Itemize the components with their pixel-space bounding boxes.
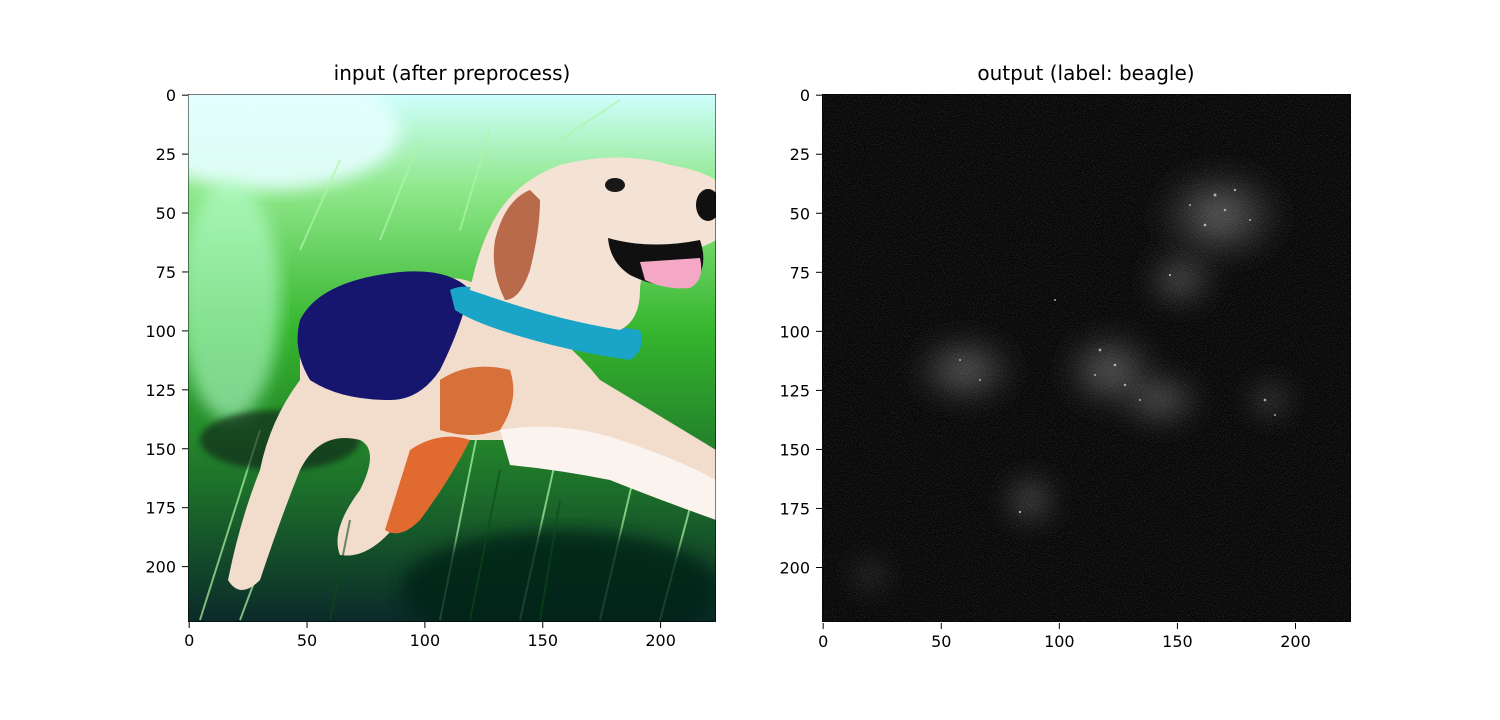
y-tick-label: 75 xyxy=(156,263,176,282)
axes-input: 0 50 100 150 200 0 25 50 75 100 125 150 175 200 xyxy=(145,86,675,650)
y-tick-label: 150 xyxy=(779,440,810,459)
y-tick-label: 100 xyxy=(779,322,810,341)
y-tick-label: 0 xyxy=(166,86,176,105)
y-tick-label: 25 xyxy=(156,145,176,164)
y-tick-label: 75 xyxy=(790,263,810,282)
x-tick-label: 50 xyxy=(931,632,951,651)
x-tick-label: 0 xyxy=(818,632,828,651)
y-tick-label: 200 xyxy=(779,559,810,578)
y-tick-label: 125 xyxy=(145,381,176,400)
x-tick-label: 100 xyxy=(410,631,441,650)
saliency-map xyxy=(822,94,1351,622)
panel-title-input: input (after preprocess) xyxy=(334,61,571,85)
x-tick-label: 50 xyxy=(297,631,317,650)
y-tick-label: 175 xyxy=(145,499,176,518)
x-tick-label: 200 xyxy=(645,631,676,650)
input-image xyxy=(188,94,716,622)
panel-input: input (after preprocess) xyxy=(145,61,716,650)
y-tick-label: 125 xyxy=(779,381,810,400)
y-tick-label: 100 xyxy=(145,322,176,341)
y-tick-label: 0 xyxy=(800,86,810,105)
y-tick-label: 50 xyxy=(790,204,810,223)
y-tick-label: 200 xyxy=(145,558,176,577)
x-tick-label: 200 xyxy=(1280,632,1311,651)
y-tick-label: 50 xyxy=(156,204,176,223)
x-tick-label: 150 xyxy=(527,631,558,650)
panel-output: output (label: beagle) xyxy=(779,61,1351,651)
panel-title-output: output (label: beagle) xyxy=(977,61,1194,85)
x-tick-label: 100 xyxy=(1044,632,1075,651)
x-tick-label: 0 xyxy=(184,631,194,650)
axes-output: 0 50 100 150 200 0 25 50 75 100 125 150 175 200 xyxy=(779,86,1310,651)
y-tick-label: 25 xyxy=(790,145,810,164)
y-tick-label: 175 xyxy=(779,499,810,518)
y-tick-label: 150 xyxy=(145,440,176,459)
x-tick-label: 150 xyxy=(1162,632,1193,651)
